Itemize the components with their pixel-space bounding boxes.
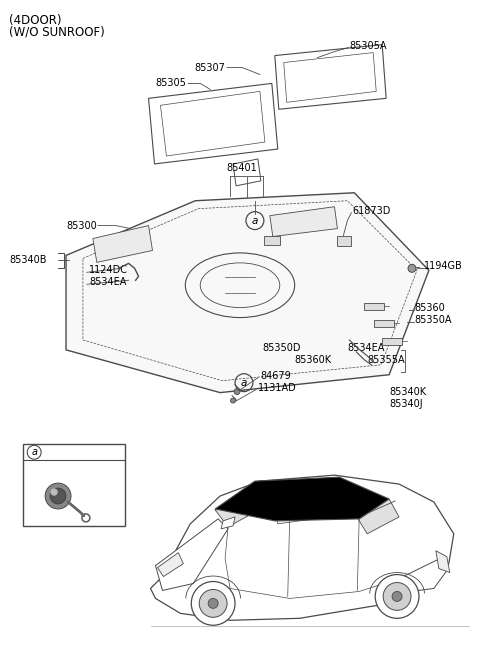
Text: 85305: 85305 xyxy=(156,78,186,88)
Bar xyxy=(374,320,394,327)
Text: 85307: 85307 xyxy=(194,63,225,73)
Circle shape xyxy=(375,575,419,618)
Text: 8534EA: 8534EA xyxy=(89,277,126,287)
Text: a: a xyxy=(241,377,247,388)
Polygon shape xyxy=(275,44,386,109)
Text: 85340K: 85340K xyxy=(389,387,426,396)
Polygon shape xyxy=(148,84,278,164)
Polygon shape xyxy=(233,159,261,186)
Polygon shape xyxy=(157,553,183,577)
Polygon shape xyxy=(399,557,447,593)
Circle shape xyxy=(208,598,218,608)
Text: 8534EA: 8534EA xyxy=(348,343,385,353)
Polygon shape xyxy=(270,207,337,237)
Bar xyxy=(23,444,125,526)
Text: (W/O SUNROOF): (W/O SUNROOF) xyxy=(9,26,105,39)
Bar xyxy=(264,235,280,245)
Text: 85360: 85360 xyxy=(414,303,445,313)
Circle shape xyxy=(392,591,402,602)
Polygon shape xyxy=(221,517,235,529)
Bar xyxy=(382,338,402,345)
Circle shape xyxy=(50,488,66,504)
Bar xyxy=(364,303,384,310)
Text: 85305A: 85305A xyxy=(349,41,387,50)
Polygon shape xyxy=(151,475,454,620)
Text: 85401: 85401 xyxy=(227,163,257,173)
Polygon shape xyxy=(93,226,153,262)
Circle shape xyxy=(230,398,236,403)
Text: a: a xyxy=(31,447,37,457)
Text: 91401B: 91401B xyxy=(285,214,322,224)
Text: 1194GB: 1194GB xyxy=(424,262,463,271)
Bar xyxy=(337,235,351,247)
Text: (4DOOR): (4DOOR) xyxy=(9,14,62,27)
Circle shape xyxy=(408,264,416,272)
Text: 85350A: 85350A xyxy=(414,315,452,325)
Text: 85360K: 85360K xyxy=(295,355,332,365)
Text: a: a xyxy=(252,216,258,226)
Text: 85355A: 85355A xyxy=(367,355,405,365)
Circle shape xyxy=(383,583,411,610)
Polygon shape xyxy=(215,482,270,527)
Text: 1124DC: 1124DC xyxy=(89,266,128,275)
Circle shape xyxy=(192,581,235,625)
Polygon shape xyxy=(156,519,228,591)
Text: 61873D: 61873D xyxy=(352,205,391,216)
Text: 85350D: 85350D xyxy=(263,343,301,353)
Circle shape xyxy=(51,489,57,495)
Polygon shape xyxy=(436,551,450,572)
Text: 85300: 85300 xyxy=(66,220,97,231)
Text: 1131AD: 1131AD xyxy=(258,383,297,392)
Polygon shape xyxy=(66,193,429,392)
Text: 85340J: 85340J xyxy=(389,398,423,409)
Polygon shape xyxy=(273,499,314,524)
Circle shape xyxy=(45,483,71,509)
Polygon shape xyxy=(215,477,389,521)
Text: 85340B: 85340B xyxy=(9,256,47,266)
Circle shape xyxy=(199,589,227,617)
Text: 84679: 84679 xyxy=(260,371,290,381)
Polygon shape xyxy=(318,496,360,518)
Circle shape xyxy=(234,388,240,394)
Polygon shape xyxy=(357,499,399,534)
